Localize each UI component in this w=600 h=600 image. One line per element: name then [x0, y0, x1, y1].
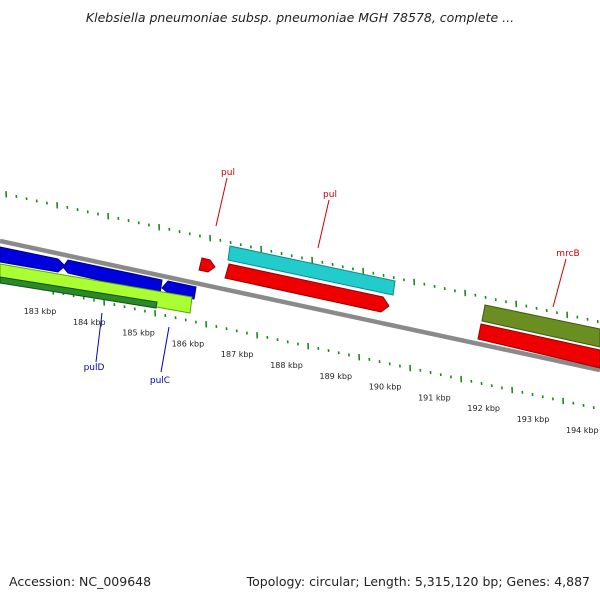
- pul-a-leader: [215, 177, 228, 227]
- feature-cyan-bar[interactable]: [227, 245, 396, 296]
- kbp-tick-label: 188 kbp: [270, 361, 303, 370]
- accession-label: Accession: NC_009648: [9, 574, 152, 589]
- feature-red-small-arrow[interactable]: [198, 257, 216, 273]
- kbp-tick-label: 186 kbp: [172, 339, 205, 348]
- gene-label-pulC[interactable]: pulC: [150, 376, 170, 386]
- feature-blue-arrow-1[interactable]: [0, 246, 66, 273]
- genome-stats-label: Topology: circular; Length: 5,315,120 bp…: [246, 574, 590, 589]
- feature-blue-arrow-2[interactable]: [62, 259, 163, 295]
- genome-backbone: [0, 238, 600, 373]
- kbp-tick-label: 184 kbp: [73, 318, 106, 327]
- pul-b-leader: [317, 199, 330, 249]
- kbp-tick-label: 183 kbp: [24, 307, 57, 316]
- outer-tick-track: [5, 191, 599, 323]
- gene-label-pul-a[interactable]: pul: [221, 168, 235, 178]
- gene-label-pulD[interactable]: pulD: [84, 363, 105, 373]
- feature-blue-arrow-3[interactable]: [161, 280, 197, 300]
- map-title: Klebsiella pneumoniae subsp. pneumoniae …: [85, 10, 515, 25]
- kbp-tick-label: 191 kbp: [418, 393, 451, 402]
- kbp-tick-label: 187 kbp: [221, 350, 254, 359]
- kbp-tick-label: 194 kbp: [566, 426, 599, 435]
- kbp-tick-label: 190 kbp: [369, 383, 402, 392]
- mrcB-leader: [552, 258, 567, 308]
- kbp-label-track: 183 kbp 184 kbp 185 kbp 186 kbp 187 kbp 188 k…: [24, 307, 599, 435]
- feature-olive-bar[interactable]: [481, 304, 600, 348]
- pulD-leader: [95, 312, 103, 363]
- kbp-tick-label: 192 kbp: [467, 404, 500, 413]
- kbp-tick-label: 185 kbp: [122, 329, 155, 338]
- gene-label-mrcB[interactable]: mrcB: [556, 249, 579, 259]
- feature-darkgreen-bar[interactable]: [0, 276, 158, 309]
- gene-label-pul-b[interactable]: pul: [323, 190, 337, 200]
- kbp-tick-label: 189 kbp: [319, 372, 352, 381]
- feature-red-long-arrow[interactable]: [224, 263, 390, 313]
- feature-red-right-bar[interactable]: [477, 323, 600, 369]
- pulC-leader: [160, 326, 170, 373]
- kbp-tick-label: 193 kbp: [517, 415, 550, 424]
